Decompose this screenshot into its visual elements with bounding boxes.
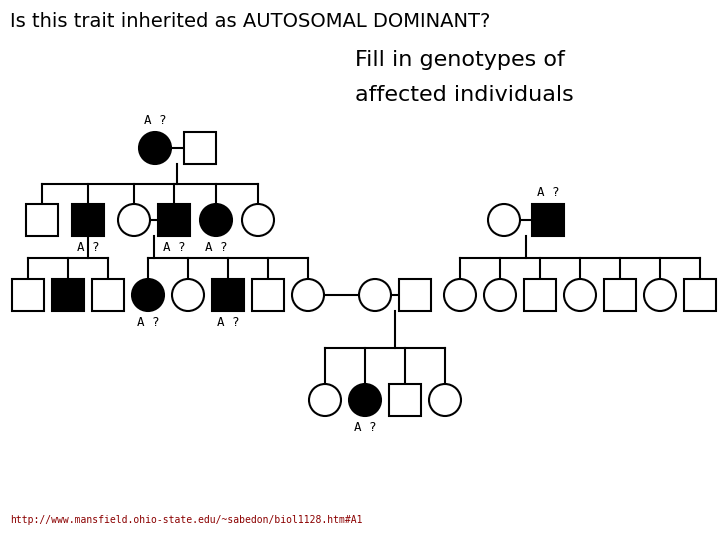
Ellipse shape: [292, 279, 324, 311]
Text: A ?: A ?: [354, 421, 377, 434]
Bar: [92, 279, 124, 311]
Ellipse shape: [488, 204, 520, 236]
Ellipse shape: [132, 279, 164, 311]
Bar: [389, 384, 421, 416]
Bar: [252, 279, 284, 311]
Text: A ?: A ?: [536, 186, 559, 199]
Bar: [532, 204, 564, 236]
Text: A ?: A ?: [163, 241, 185, 254]
Ellipse shape: [139, 132, 171, 164]
Bar: [72, 204, 104, 236]
Text: affected individuals: affected individuals: [355, 85, 574, 105]
Bar: [212, 279, 244, 311]
Bar: [399, 279, 431, 311]
Bar: [604, 279, 636, 311]
Bar: [26, 204, 58, 236]
Bar: [12, 279, 44, 311]
Text: A ?: A ?: [137, 316, 159, 329]
Text: A ?: A ?: [204, 241, 228, 254]
Ellipse shape: [309, 384, 341, 416]
Text: A ?: A ?: [144, 114, 166, 127]
Bar: [52, 279, 84, 311]
Ellipse shape: [172, 279, 204, 311]
Text: A ?: A ?: [217, 316, 239, 329]
Bar: [524, 279, 556, 311]
Ellipse shape: [359, 279, 391, 311]
Text: http://www.mansfield.ohio-state.edu/~sabedon/biol1128.htm#A1: http://www.mansfield.ohio-state.edu/~sab…: [10, 515, 362, 525]
Bar: [684, 279, 716, 311]
Bar: [184, 132, 216, 164]
Ellipse shape: [200, 204, 232, 236]
Bar: [158, 204, 190, 236]
Ellipse shape: [118, 204, 150, 236]
Ellipse shape: [349, 384, 381, 416]
Ellipse shape: [564, 279, 596, 311]
Ellipse shape: [429, 384, 461, 416]
Ellipse shape: [444, 279, 476, 311]
Text: Fill in genotypes of: Fill in genotypes of: [355, 50, 565, 70]
Ellipse shape: [242, 204, 274, 236]
Text: Is this trait inherited as AUTOSOMAL DOMINANT?: Is this trait inherited as AUTOSOMAL DOM…: [10, 12, 490, 31]
Ellipse shape: [484, 279, 516, 311]
Text: A ?: A ?: [77, 241, 99, 254]
Ellipse shape: [644, 279, 676, 311]
